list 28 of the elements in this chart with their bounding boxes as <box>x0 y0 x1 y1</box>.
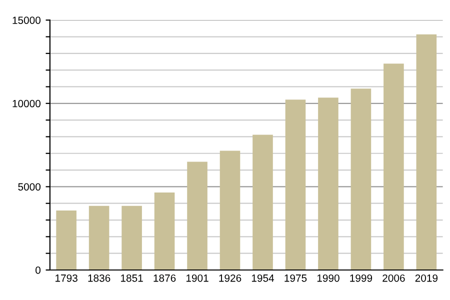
x-tick-label: 2006 <box>382 274 405 282</box>
x-tick-label: 1876 <box>154 274 176 282</box>
y-tick-label: 5000 <box>18 183 41 191</box>
y-tick-label: 0 <box>36 266 41 274</box>
bar <box>252 134 273 270</box>
x-tick-label: 2019 <box>415 274 438 282</box>
bar <box>318 98 338 270</box>
x-tick-label: 1926 <box>219 274 242 282</box>
x-tick-label: 1990 <box>317 274 340 282</box>
bar <box>88 206 110 270</box>
bar <box>122 206 142 270</box>
bar <box>416 34 437 270</box>
x-tick-label: 1901 <box>186 274 208 282</box>
x-tick-label: 1836 <box>88 274 110 282</box>
x-tick-label: 1793 <box>56 274 78 282</box>
bar <box>154 192 175 270</box>
bar <box>187 162 208 270</box>
bar <box>285 100 306 270</box>
x-tick-label: 1851 <box>121 274 143 282</box>
x-tick-label: 1975 <box>284 274 307 282</box>
bar <box>220 150 240 270</box>
bar <box>56 210 76 270</box>
y-tick-label: 15000 <box>12 16 41 24</box>
bar <box>350 88 372 270</box>
x-tick-label: 1999 <box>350 274 372 282</box>
x-tick-label: 1954 <box>252 274 274 282</box>
bar <box>384 64 404 270</box>
y-tick-label: 10000 <box>12 100 41 108</box>
